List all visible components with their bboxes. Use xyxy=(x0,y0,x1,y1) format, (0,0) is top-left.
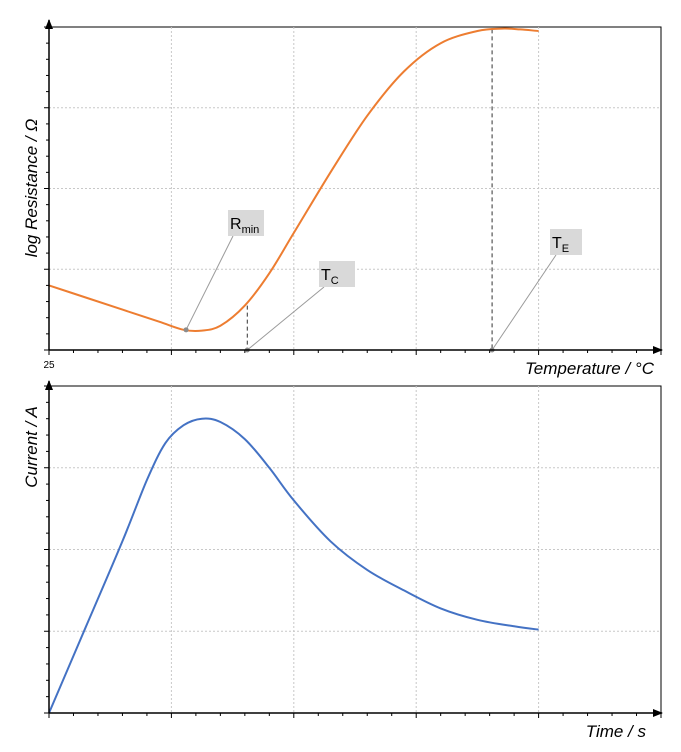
annotation-box xyxy=(228,210,264,236)
annotation-label: Rmin xyxy=(230,216,259,236)
resistance-y-axis-label: log Resistance / Ω xyxy=(22,119,41,258)
annotation-leader xyxy=(185,235,234,331)
resistance-guides xyxy=(246,29,493,350)
annotation-point xyxy=(183,327,189,333)
current-series xyxy=(48,417,539,714)
annotation-label: TE xyxy=(552,235,569,255)
current-grid xyxy=(49,386,661,713)
annotation-label: TC xyxy=(321,267,339,287)
annotation-leader xyxy=(246,286,325,351)
current-chart: Time / s Current / A xyxy=(22,380,663,741)
current-x-axis-label: Time / s xyxy=(586,722,647,741)
resistance-chart: Rmin TC TE 25 Temperature / °C log Resista… xyxy=(22,19,663,378)
resistance-x-axis-label: Temperature / °C xyxy=(525,359,655,378)
annotation-box xyxy=(550,229,582,255)
resistance-annotations: Rmin TC TE xyxy=(183,210,582,353)
current-line xyxy=(48,417,539,714)
annotation-leader xyxy=(491,254,557,351)
resistance-line xyxy=(48,27,539,333)
current-y-axis-label: Current / A xyxy=(22,406,41,488)
resistance-series xyxy=(48,27,539,333)
annotation-box xyxy=(319,261,355,287)
x-start-tick-label: 25 xyxy=(43,360,55,371)
